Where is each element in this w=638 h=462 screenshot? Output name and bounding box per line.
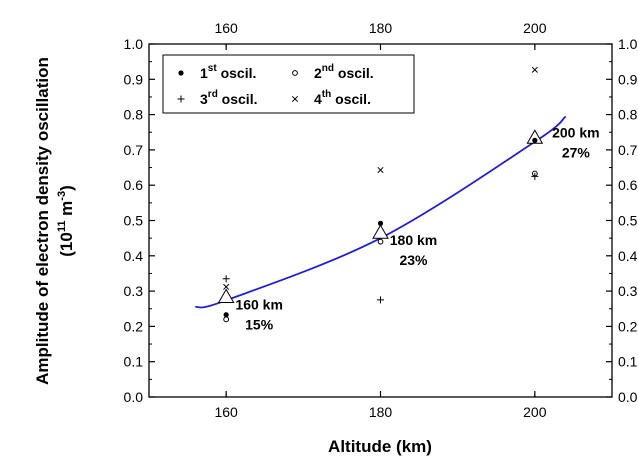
x-tick-label-bottom: 200 bbox=[523, 404, 547, 420]
data-points bbox=[217, 66, 544, 323]
s3-point bbox=[222, 275, 230, 283]
y-tick-label-right: 0.3 bbox=[618, 283, 638, 299]
y-tick-label-left: 0.5 bbox=[124, 213, 144, 229]
s1-point bbox=[223, 312, 229, 318]
altitude-annotations: 160 km 15% 180 km 23% 200 km 27% bbox=[235, 124, 599, 332]
x-tick-label-bottom: 180 bbox=[369, 404, 393, 420]
y-axis-label: Amplitude of electron density oscillatio… bbox=[33, 57, 76, 385]
s1-point bbox=[532, 137, 538, 143]
annotation-a200-percent: 27% bbox=[562, 144, 591, 160]
annotation-a180-percent: 23% bbox=[399, 252, 428, 268]
y-axis-label-line1: Amplitude of electron density oscillatio… bbox=[33, 57, 52, 385]
x-axis-label: Altitude (km) bbox=[328, 437, 432, 456]
s4-point bbox=[223, 283, 230, 290]
axis-ticks bbox=[149, 43, 612, 398]
s2-point bbox=[377, 238, 384, 245]
legend-marker-s1 bbox=[178, 70, 184, 76]
annotation-a160-percent: 15% bbox=[245, 316, 274, 332]
y-tick-label-left: 0.9 bbox=[124, 71, 144, 87]
y-tick-label-left: 0.7 bbox=[124, 142, 144, 158]
legend-box bbox=[162, 54, 415, 114]
y-tick-label-left: 0.4 bbox=[124, 248, 144, 264]
legend-label-s4: 4th oscil. bbox=[314, 89, 371, 107]
y-tick-label-right: 0.6 bbox=[618, 177, 638, 193]
annotation-a200-altitude: 200 km bbox=[552, 124, 599, 140]
y-tick-label-right: 0.5 bbox=[618, 213, 638, 229]
y-tick-label-right: 0.0 bbox=[618, 389, 638, 405]
fit-curve bbox=[195, 115, 567, 309]
y-tick-label-left: 0.2 bbox=[124, 318, 144, 334]
y-tick-label-right: 0.9 bbox=[618, 71, 638, 87]
y-tick-label-left: 0.6 bbox=[124, 177, 144, 193]
s2-point bbox=[223, 316, 230, 323]
x-tick-label-bottom: 160 bbox=[214, 404, 238, 420]
y-tick-label-left: 1.0 bbox=[124, 36, 144, 52]
average-triangle-marker bbox=[372, 224, 389, 239]
legend-label-s1: 1st oscil. bbox=[200, 63, 256, 81]
y-tick-label-right: 0.2 bbox=[618, 318, 638, 334]
annotation-a180-altitude: 180 km bbox=[390, 232, 437, 248]
average-triangle-marker bbox=[217, 288, 235, 303]
s3-point bbox=[531, 172, 539, 180]
y-tick-label-right: 0.8 bbox=[618, 107, 638, 123]
s1-point bbox=[377, 220, 384, 226]
average-triangle-marker bbox=[526, 129, 544, 144]
x-tick-label-top: 200 bbox=[523, 20, 547, 36]
y-tick-label-left: 0.3 bbox=[124, 283, 144, 299]
s4-point bbox=[531, 66, 538, 73]
y-axis-label-line2: (1011 m-3) bbox=[56, 185, 76, 257]
legend-label-s3: 3rd oscil. bbox=[200, 89, 257, 107]
y-tick-label-left: 0.1 bbox=[124, 354, 144, 370]
y-tick-label-left: 0.8 bbox=[124, 107, 144, 123]
y-tick-label-right: 0.4 bbox=[618, 248, 638, 264]
tick-labels: 160 160 180 180 200 200 0.0 0.0 0.1 0.1 0.2 0.2 0.3 0… bbox=[124, 20, 638, 420]
y-tick-label-right: 0.7 bbox=[618, 142, 638, 158]
y-axis-exponent-3: -3 bbox=[56, 191, 68, 201]
s4-point bbox=[377, 166, 384, 174]
legend: 1st oscil. 2nd oscil. 3rd oscil. 4th oscil. bbox=[162, 54, 415, 114]
legend-label-s2: 2nd oscil. bbox=[314, 63, 374, 81]
x-tick-label-top: 180 bbox=[369, 20, 393, 36]
y-tick-label-right: 0.1 bbox=[618, 354, 638, 370]
legend-marker-s2 bbox=[292, 70, 298, 76]
legend-marker-s4 bbox=[291, 95, 299, 103]
x-tick-label-top: 160 bbox=[214, 20, 238, 36]
s3-point bbox=[377, 296, 384, 304]
legend-marker-s3 bbox=[177, 95, 185, 103]
y-tick-label-left: 0.0 bbox=[124, 389, 144, 405]
y-tick-label-right: 1.0 bbox=[618, 36, 638, 52]
y-axis-exponent-11: 11 bbox=[56, 221, 68, 233]
annotation-a160-altitude: 160 km bbox=[235, 296, 282, 312]
